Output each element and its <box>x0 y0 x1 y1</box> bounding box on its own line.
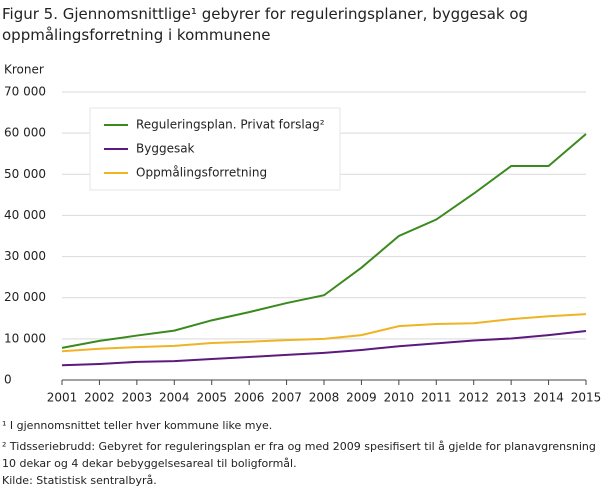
x-tick-label: 2015 <box>571 391 602 405</box>
y-tick-label: 30 000 <box>4 249 46 263</box>
y-axis-label: Kroner <box>4 63 44 77</box>
x-tick-label: 2006 <box>234 391 265 405</box>
y-tick-label: 70 000 <box>4 85 46 99</box>
x-tick-label: 2014 <box>533 391 564 405</box>
y-tick-label: 50 000 <box>4 167 46 181</box>
x-tick-label: 2013 <box>496 391 527 405</box>
legend-label: Reguleringsplan. Privat forslag² <box>136 118 325 132</box>
y-tick-label: 10 000 <box>4 331 46 345</box>
chart-title: Figur 5. Gjennomsnittlige¹ gebyrer for r… <box>2 5 529 44</box>
x-tick-label: 2004 <box>159 391 190 405</box>
x-tick-label: 2011 <box>421 391 452 405</box>
x-tick-label: 2008 <box>309 391 340 405</box>
x-tick-label: 2010 <box>384 391 415 405</box>
x-tick-label: 2002 <box>84 391 115 405</box>
series-line <box>61 313 587 353</box>
x-tick-label: 2001 <box>47 391 78 405</box>
x-tick-label: 2009 <box>346 391 377 405</box>
footnote: ² Tidsseriebrudd: Gebyret for regulering… <box>2 440 596 470</box>
legend-label: Oppmålingsforretning <box>136 166 267 180</box>
series-line <box>61 133 587 349</box>
y-tick-label: 40 000 <box>4 208 46 222</box>
x-tick-label: 2005 <box>196 391 227 405</box>
x-tick-label: 2007 <box>271 391 302 405</box>
legend-label: Byggesak <box>136 142 195 156</box>
series-line <box>61 330 587 367</box>
x-tick-label: 2003 <box>122 391 153 405</box>
y-tick-label: 20 000 <box>4 290 46 304</box>
source: Kilde: Statistisk sentralbyrå. <box>2 474 157 487</box>
legend-box <box>89 107 341 191</box>
x-tick-label: 2012 <box>458 391 489 405</box>
y-tick-label: 0 <box>4 373 12 387</box>
footnote: ¹ I gjennomsnittet teller hver kommune l… <box>2 419 273 432</box>
y-tick-label: 60 000 <box>4 126 46 140</box>
